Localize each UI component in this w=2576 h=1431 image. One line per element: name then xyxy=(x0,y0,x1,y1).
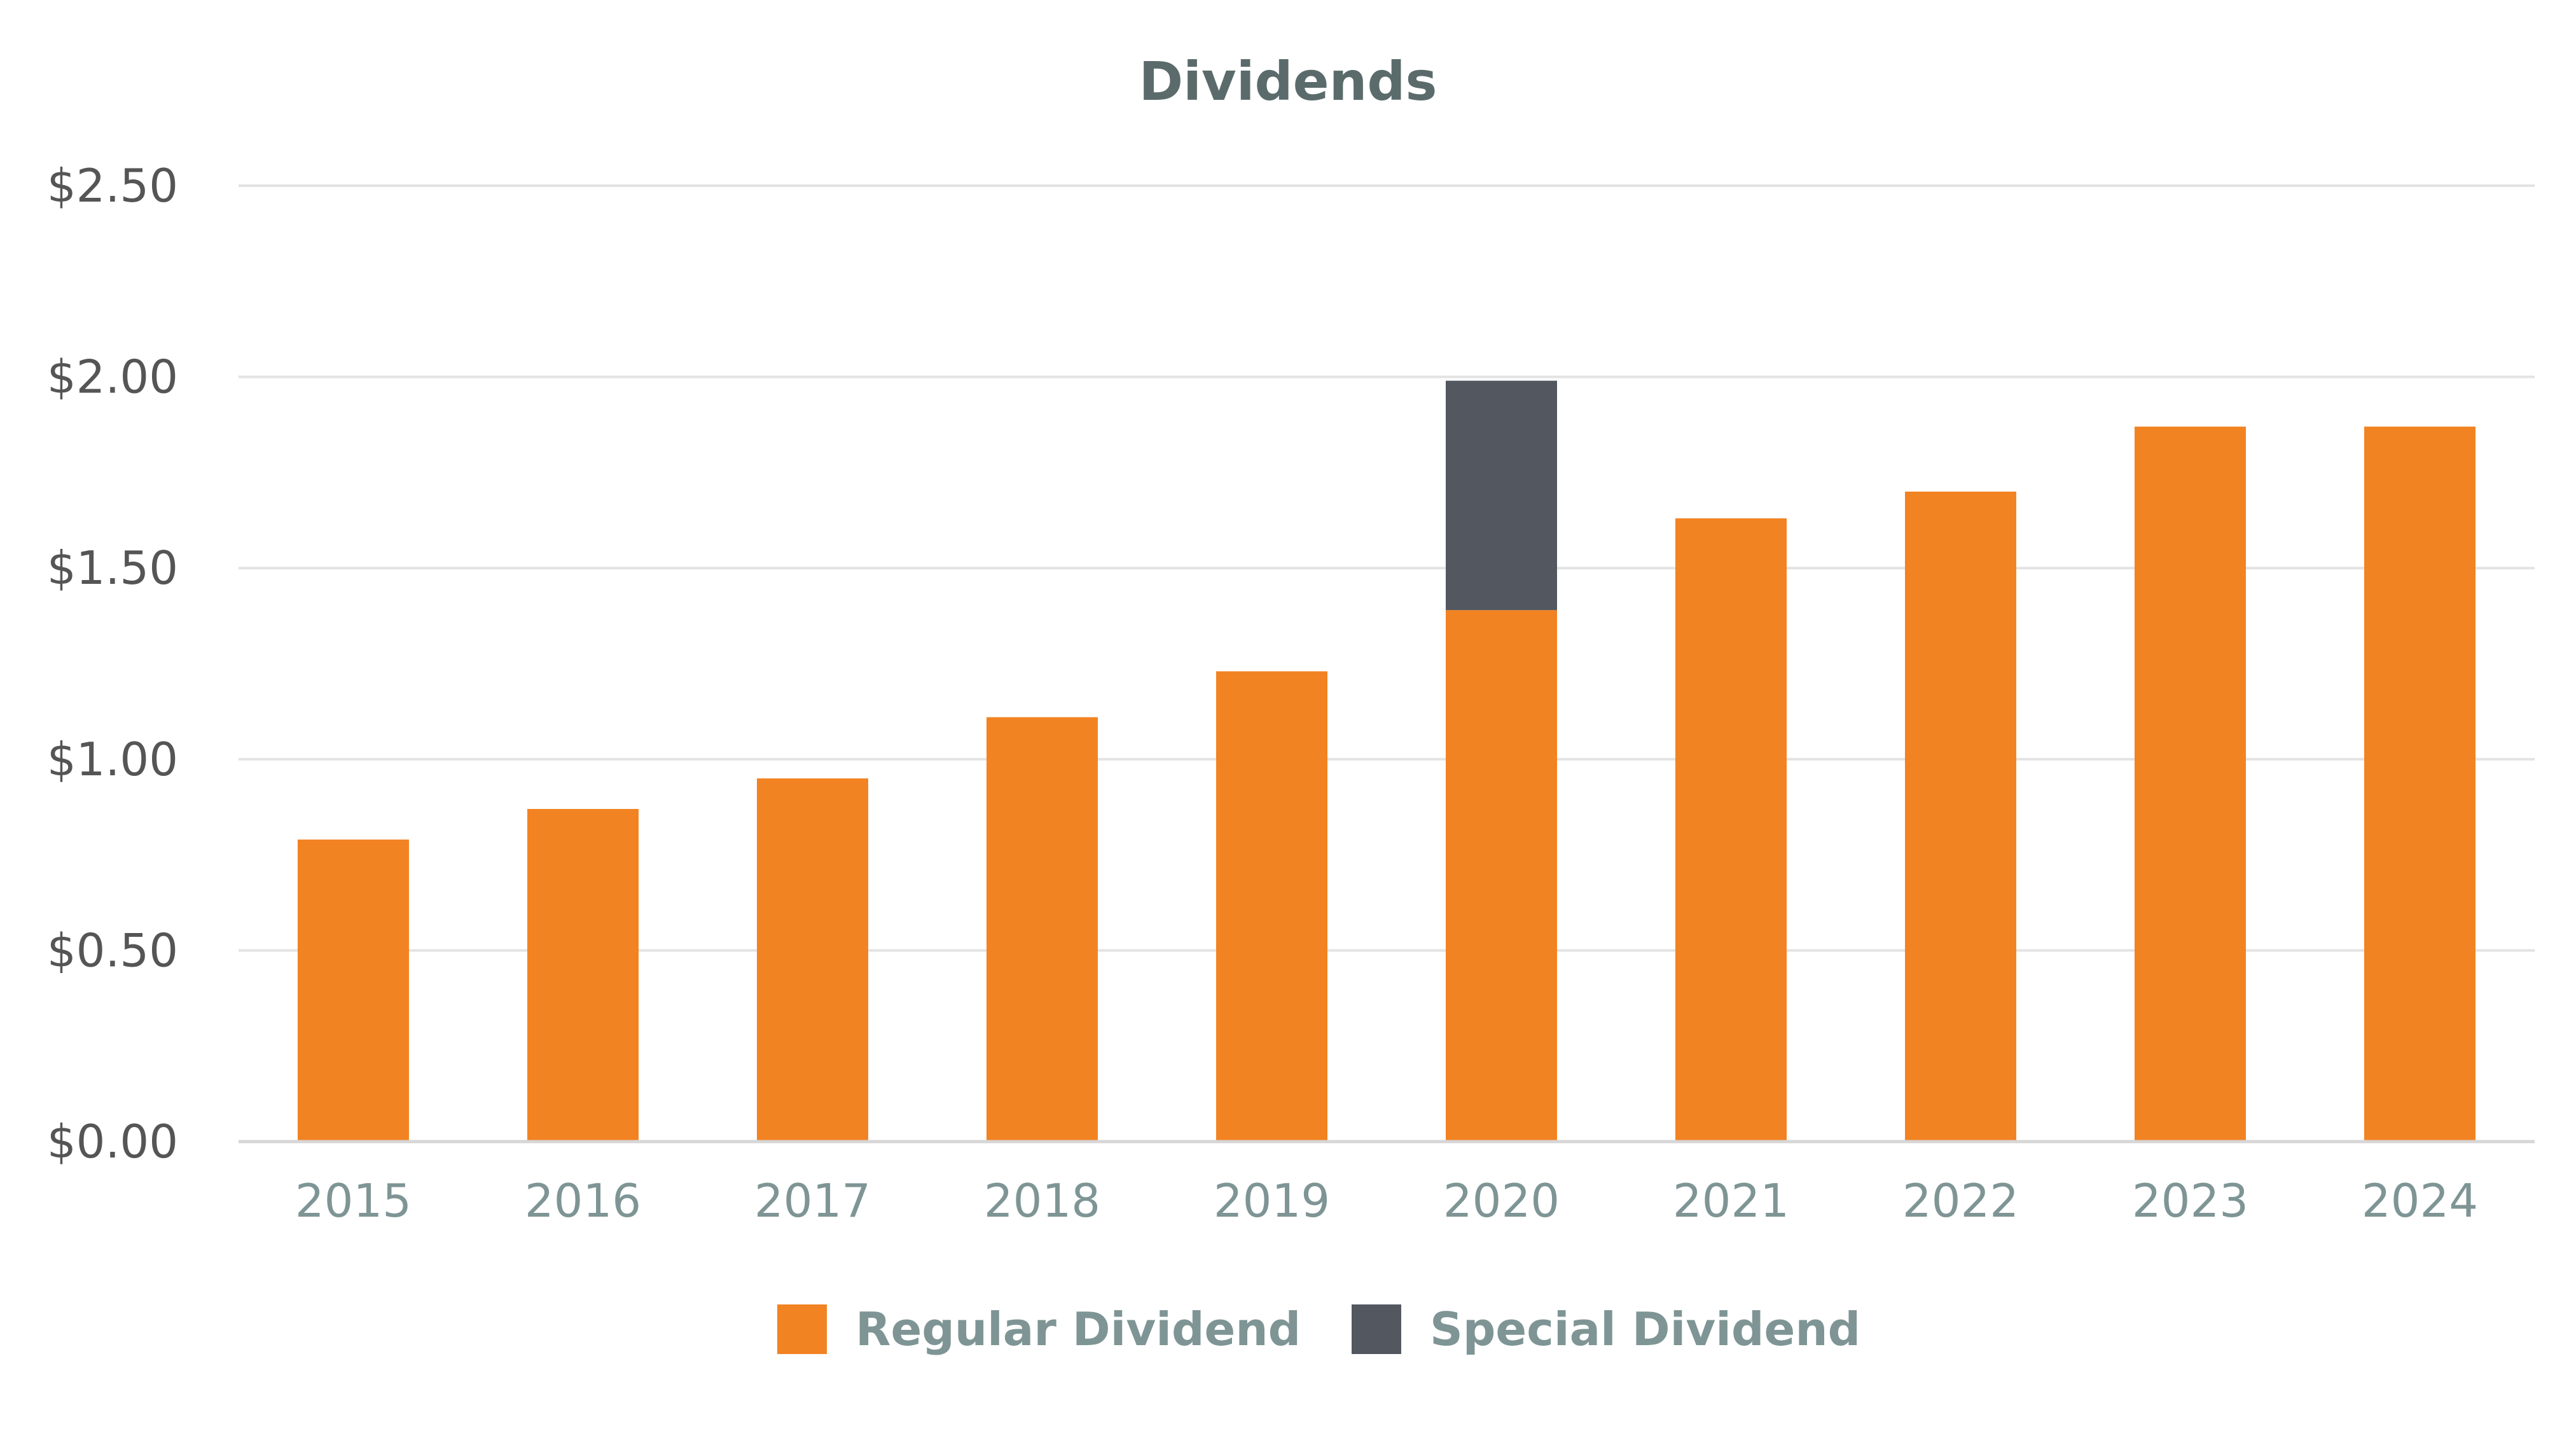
x-tick-label: 2020 xyxy=(1443,1174,1560,1227)
bar-regular-dividend-2015 xyxy=(298,840,409,1142)
bar-special-dividend-2020 xyxy=(1446,380,1557,611)
bar-regular-dividend-2016 xyxy=(527,808,639,1142)
bar-regular-dividend-2018 xyxy=(987,717,1098,1142)
y-tick-label: $2.00 xyxy=(47,350,178,404)
bars xyxy=(298,380,2476,1142)
chart-title: Dividends xyxy=(1139,50,1437,113)
x-tick-label: 2015 xyxy=(295,1174,412,1227)
y-tick-label: $1.00 xyxy=(47,733,178,786)
bar-regular-dividend-2021 xyxy=(1675,518,1787,1142)
x-tick-label: 2019 xyxy=(1214,1174,1330,1227)
bar-regular-dividend-2019 xyxy=(1216,671,1327,1142)
x-tick-label: 2021 xyxy=(1673,1174,1789,1227)
x-axis-tick-labels: 2015 2016 2017 2018 2019 2020 2021 2022 2023 2024 xyxy=(295,1174,2478,1227)
x-tick-label: 2018 xyxy=(984,1174,1100,1227)
x-tick-label: 2017 xyxy=(754,1174,871,1227)
y-tick-label: $1.50 xyxy=(47,541,178,595)
bar-regular-dividend-2017 xyxy=(757,778,868,1142)
y-tick-label: $2.50 xyxy=(47,159,178,212)
legend-label-special-dividend: Special Dividend xyxy=(1430,1303,1860,1356)
bar-regular-dividend-2022 xyxy=(1905,491,2016,1142)
x-tick-label: 2016 xyxy=(525,1174,641,1227)
y-tick-label: $0.00 xyxy=(47,1115,178,1168)
bar-regular-dividend-2020 xyxy=(1446,610,1557,1142)
x-tick-label: 2023 xyxy=(2132,1174,2248,1227)
legend-swatch-regular-dividend xyxy=(777,1304,827,1354)
legend-label-regular-dividend: Regular Dividend xyxy=(855,1303,1301,1356)
x-tick-label: 2022 xyxy=(1902,1174,2019,1227)
y-axis-tick-labels: $0.00 $0.50 $1.00 $1.50 $2.00 $2.50 xyxy=(47,159,178,1168)
legend: Regular Dividend Special Dividend xyxy=(777,1303,1860,1356)
bar-regular-dividend-2024 xyxy=(2364,426,2476,1142)
x-tick-label: 2024 xyxy=(2362,1174,2478,1227)
bar-regular-dividend-2023 xyxy=(2135,426,2246,1142)
y-tick-label: $0.50 xyxy=(47,923,178,977)
legend-swatch-special-dividend xyxy=(1352,1304,1401,1354)
